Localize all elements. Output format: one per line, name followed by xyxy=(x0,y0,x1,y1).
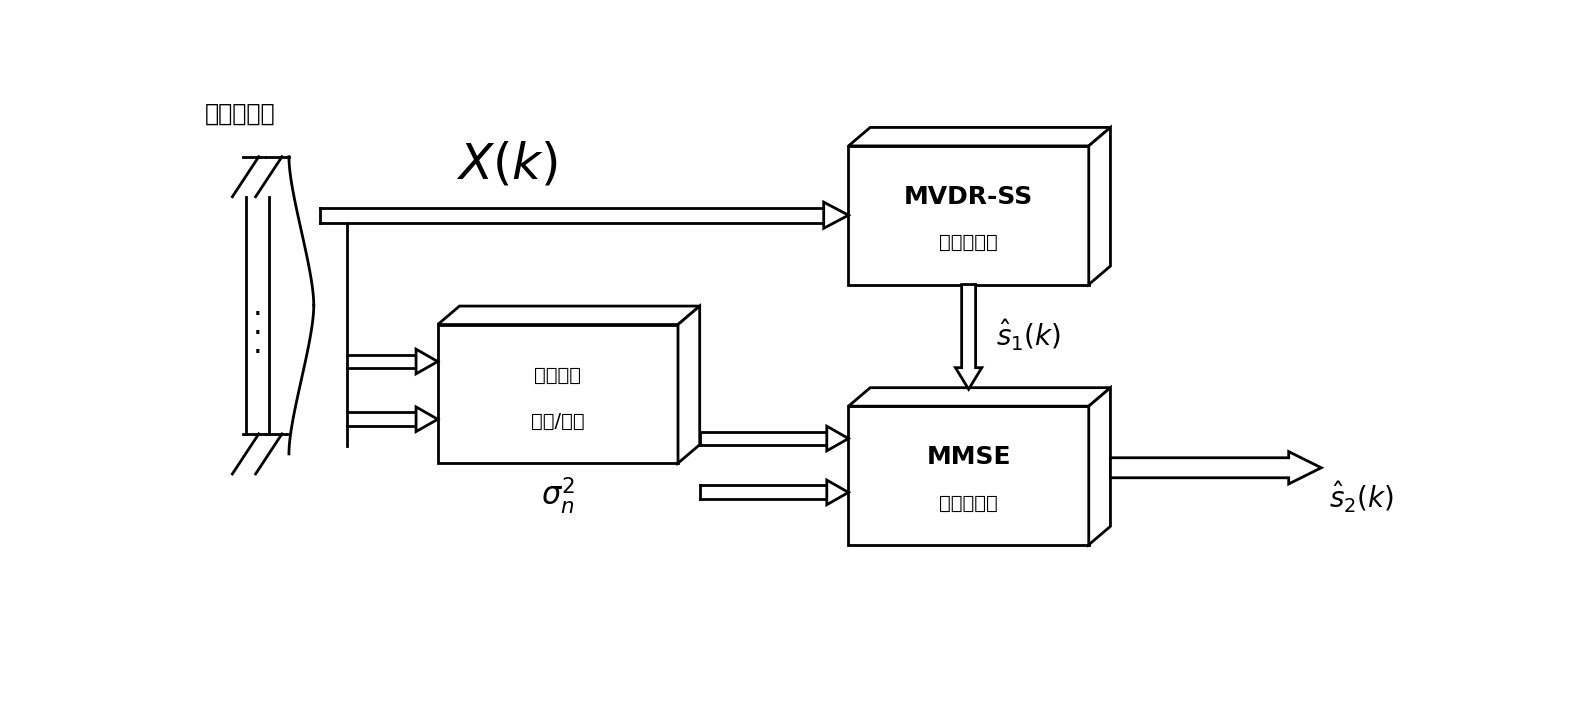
Polygon shape xyxy=(438,325,678,463)
Polygon shape xyxy=(416,350,438,374)
Text: MVDR-SS: MVDR-SS xyxy=(904,185,1033,209)
Text: 传感器阵列: 传感器阵列 xyxy=(205,101,276,125)
Polygon shape xyxy=(416,407,438,432)
Polygon shape xyxy=(848,128,1111,146)
Text: 噪声能量: 噪声能量 xyxy=(534,367,581,385)
Text: ·: · xyxy=(253,320,262,349)
Polygon shape xyxy=(1111,452,1321,484)
Polygon shape xyxy=(848,146,1089,284)
Polygon shape xyxy=(678,306,700,463)
Polygon shape xyxy=(848,406,1089,545)
Text: $\hat{s}_1(k)$: $\hat{s}_1(k)$ xyxy=(995,318,1060,353)
Text: 波束形成器: 波束形成器 xyxy=(939,493,999,513)
Polygon shape xyxy=(823,202,848,228)
Polygon shape xyxy=(826,480,848,505)
Polygon shape xyxy=(1089,128,1111,284)
Polygon shape xyxy=(826,426,848,451)
Text: ·: · xyxy=(253,301,262,330)
Text: $\hat{s}_2(k)$: $\hat{s}_2(k)$ xyxy=(1329,479,1394,515)
Polygon shape xyxy=(956,284,981,389)
Text: MMSE: MMSE xyxy=(926,445,1011,469)
Polygon shape xyxy=(848,388,1111,406)
Text: $\sigma_n^2$: $\sigma_n^2$ xyxy=(540,475,575,516)
Polygon shape xyxy=(1089,388,1111,545)
Text: ·: · xyxy=(253,340,262,368)
Polygon shape xyxy=(438,306,700,325)
Text: 估计/测量: 估计/测量 xyxy=(531,412,585,431)
Text: 波束形成器: 波束形成器 xyxy=(939,233,999,252)
Text: $\mathbf{\mathit{X}}(k)$: $\mathbf{\mathit{X}}(k)$ xyxy=(457,140,559,190)
